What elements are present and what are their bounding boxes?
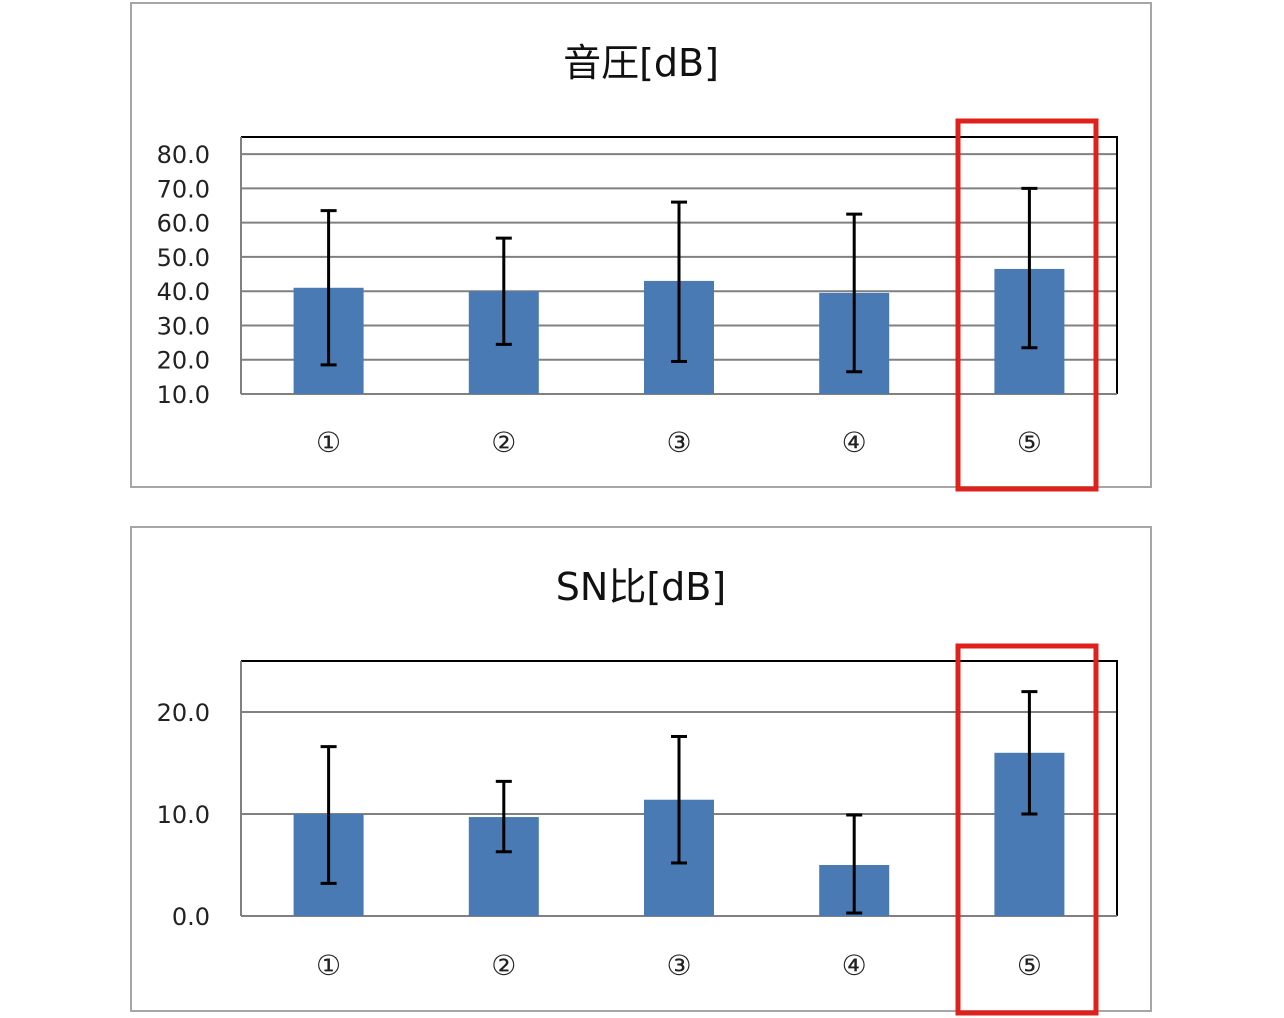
chart-sn-ratio: SN比[dB] 0.0 10.0 20.0 ① ② ③ ④ ⑤ [130, 526, 1152, 1016]
category-label: ⑤ [1017, 426, 1042, 459]
y-tick-label: 70.0 [157, 175, 210, 203]
y-tick-label: 60.0 [157, 210, 210, 238]
y-tick-label: 30.0 [157, 312, 210, 340]
y-tick-label: 50.0 [157, 244, 210, 272]
category-label: ① [316, 949, 341, 982]
plot-area: 0.0 10.0 20.0 ① ② ③ ④ ⑤ [157, 643, 1118, 1016]
category-label: ④ [842, 426, 867, 459]
chart-frame [130, 526, 1152, 1012]
highlight-box [955, 643, 1099, 1016]
chart-title: SN比[dB] [556, 565, 726, 609]
y-tick-label: 20.0 [157, 699, 210, 727]
category-label: ③ [666, 949, 691, 982]
y-tick-label: 10.0 [157, 381, 210, 409]
plot-area: 10.0 20.0 30.0 40.0 50.0 60.0 70.0 80.0 ① ② ③ ④ ⑤ [157, 118, 1118, 492]
category-label: ① [316, 426, 341, 459]
category-label: ③ [666, 426, 691, 459]
category-label: ② [491, 949, 516, 982]
y-tick-label: 20.0 [157, 347, 210, 375]
chart-frame [130, 2, 1152, 488]
chart-sound-pressure: 音圧[dB] 10.0 20.0 30.0 40.0 50.0 60.0 70.0 80.0 ①… [130, 2, 1152, 492]
category-label: ② [491, 426, 516, 459]
category-label: ⑤ [1017, 949, 1042, 982]
y-tick-label: 80.0 [157, 141, 210, 169]
chart-title: 音圧[dB] [563, 41, 719, 85]
y-tick-label: 0.0 [172, 903, 210, 931]
y-tick-label: 10.0 [157, 801, 210, 829]
category-label: ④ [842, 949, 867, 982]
highlight-box [955, 118, 1099, 492]
y-tick-label: 40.0 [157, 278, 210, 306]
